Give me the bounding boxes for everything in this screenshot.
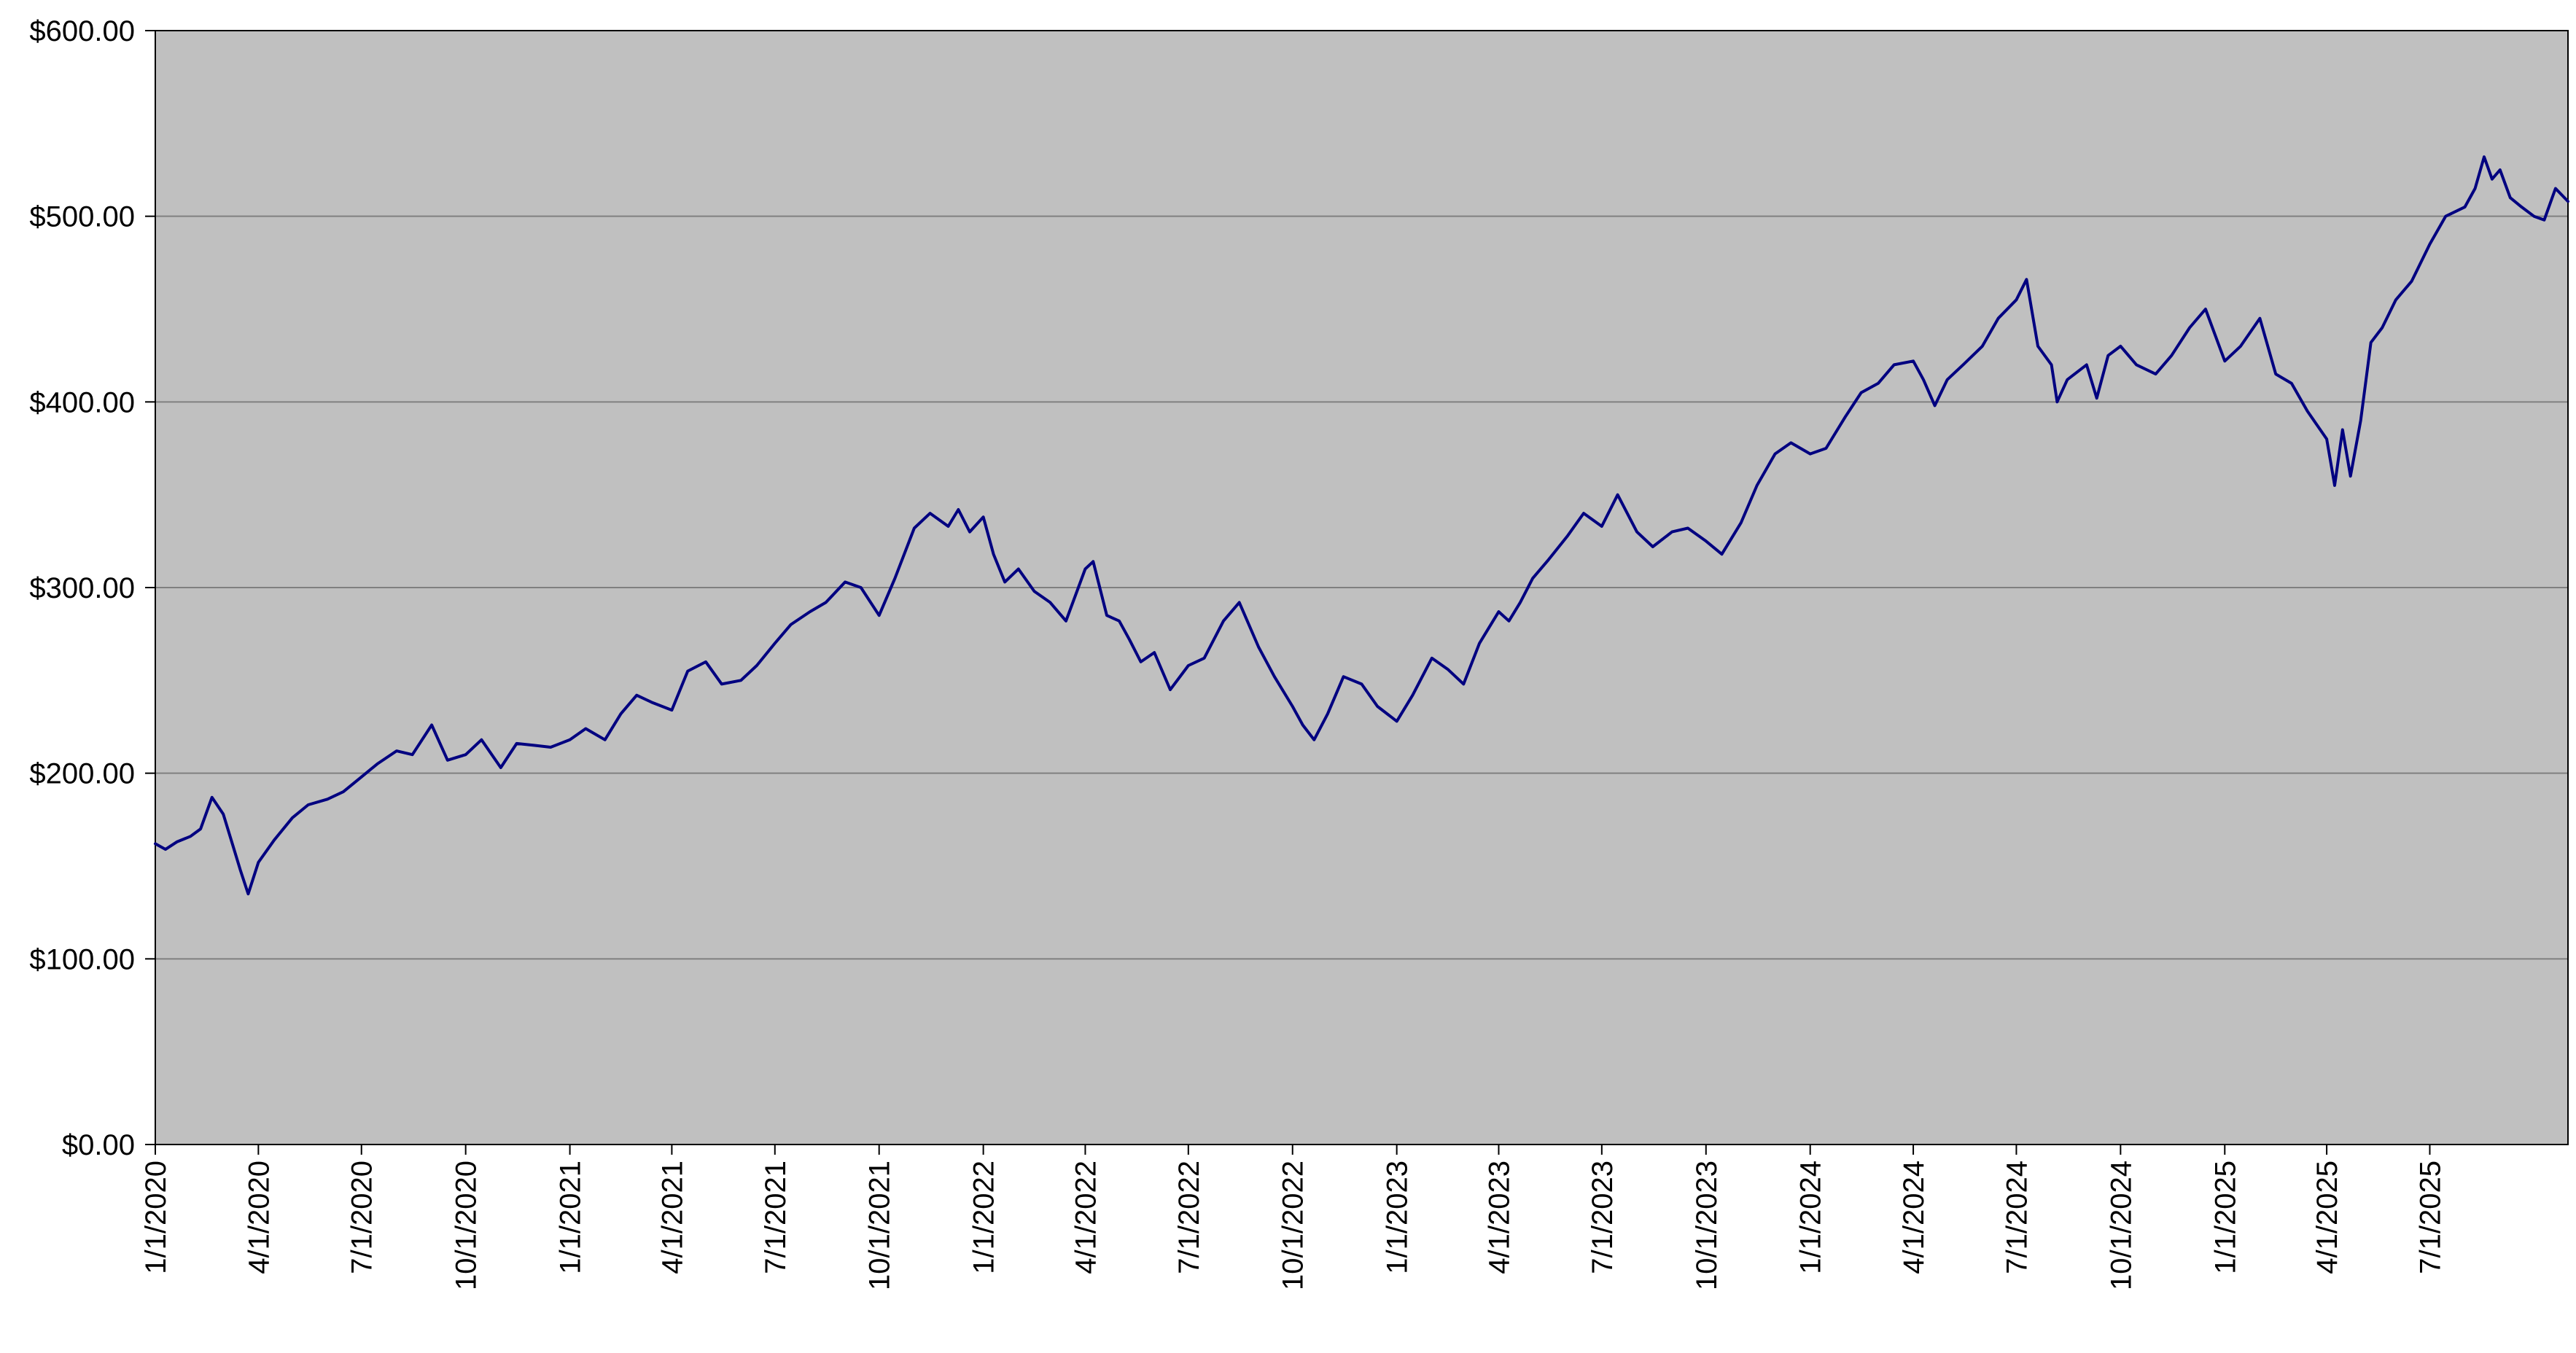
x-tick-label: 1/1/2024 xyxy=(1795,1161,1827,1274)
plot-border xyxy=(155,30,2569,1145)
x-tick-label: 4/1/2025 xyxy=(2311,1161,2343,1274)
x-tick-label: 7/1/2025 xyxy=(2414,1161,2446,1274)
x-tick-label: 1/1/2022 xyxy=(968,1161,1000,1274)
x-tick-label: 7/1/2021 xyxy=(760,1161,792,1274)
x-tick-label: 4/1/2020 xyxy=(243,1161,275,1274)
x-tick-label: 1/1/2025 xyxy=(2209,1161,2241,1274)
x-tick-label: 7/1/2023 xyxy=(1587,1161,1619,1274)
y-tick-label: $300.00 xyxy=(29,572,135,604)
x-tick-label: 4/1/2024 xyxy=(1898,1161,1930,1274)
x-tick-label: 10/1/2023 xyxy=(1691,1161,1723,1290)
y-tick-label: $100.00 xyxy=(29,943,135,975)
y-tick-label: $600.00 xyxy=(29,15,135,47)
x-tick-label: 7/1/2020 xyxy=(346,1161,378,1274)
x-tick-label: 4/1/2023 xyxy=(1483,1161,1515,1274)
x-tick-label: 7/1/2024 xyxy=(2001,1161,2033,1274)
x-tick-label: 4/1/2021 xyxy=(656,1161,688,1274)
y-tick-label: $200.00 xyxy=(29,758,135,790)
x-tick-label: 10/1/2024 xyxy=(2105,1161,2137,1290)
x-tick-label: 1/1/2021 xyxy=(555,1161,587,1274)
price-series-line xyxy=(154,155,2569,896)
x-tick-label: 4/1/2022 xyxy=(1070,1161,1102,1274)
x-tick-label: 10/1/2022 xyxy=(1277,1161,1310,1290)
y-tick-label: $0.00 xyxy=(62,1129,135,1161)
x-tick-label: 10/1/2021 xyxy=(864,1161,896,1290)
y-tick-label: $400.00 xyxy=(29,386,135,418)
x-tick-label: 10/1/2020 xyxy=(451,1161,483,1290)
x-tick-label: 1/1/2023 xyxy=(1382,1161,1414,1274)
y-tick-label: $500.00 xyxy=(29,201,135,233)
x-tick-label: 7/1/2022 xyxy=(1173,1161,1205,1274)
x-tick-label: 1/1/2020 xyxy=(140,1161,172,1274)
